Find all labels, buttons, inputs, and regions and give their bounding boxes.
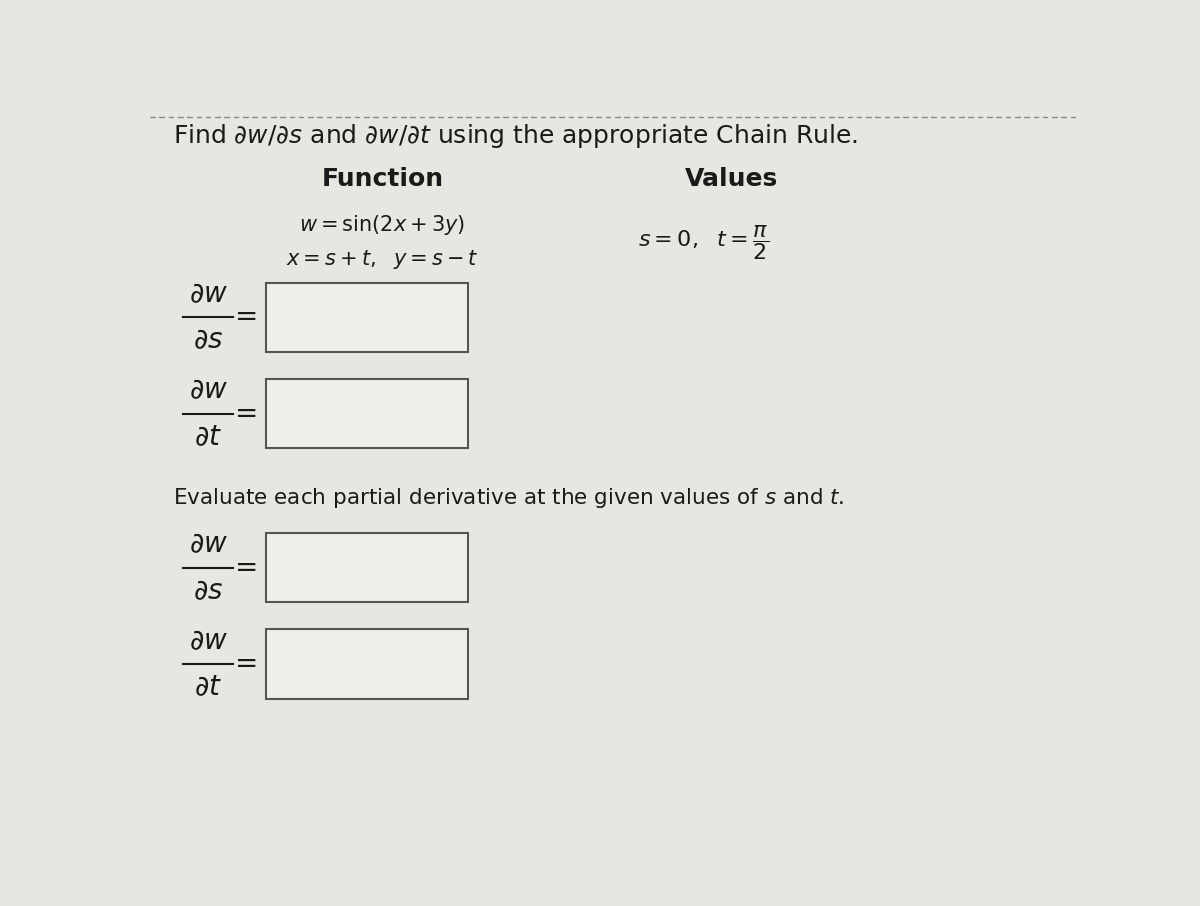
Text: Function: Function [322, 167, 444, 191]
Bar [266, 533, 468, 602]
Text: Values: Values [685, 167, 778, 191]
Text: =: = [235, 304, 258, 332]
Text: $s = 0, \ \ t = \dfrac{\pi}{2}$: $s = 0, \ \ t = \dfrac{\pi}{2}$ [638, 223, 769, 262]
Text: Evaluate each partial derivative at the given values of $s$ and $t$.: Evaluate each partial derivative at the … [173, 487, 845, 510]
Text: $\partial w$: $\partial w$ [188, 627, 228, 655]
Bar [266, 283, 468, 352]
Text: =: = [235, 400, 258, 428]
Text: $\partial s$: $\partial s$ [193, 577, 223, 604]
Text: $\partial s$: $\partial s$ [193, 326, 223, 354]
Text: $\partial w$: $\partial w$ [188, 280, 228, 308]
Text: $w = \sin(2x + 3y)$: $w = \sin(2x + 3y)$ [300, 213, 466, 237]
Text: $\partial t$: $\partial t$ [194, 423, 222, 451]
Text: Find $\partial w/\partial s$ and $\partial w/\partial t$ using the appropriate C: Find $\partial w/\partial s$ and $\parti… [173, 122, 858, 150]
Bar [266, 630, 468, 699]
Text: =: = [235, 650, 258, 678]
Text: $\partial w$: $\partial w$ [188, 531, 228, 558]
Text: $\partial t$: $\partial t$ [194, 673, 222, 701]
Text: $x = s + t,\ \ y = s - t$: $x = s + t,\ \ y = s - t$ [286, 248, 479, 271]
Bar [266, 379, 468, 448]
Text: $\partial w$: $\partial w$ [188, 377, 228, 405]
Text: =: = [235, 554, 258, 582]
